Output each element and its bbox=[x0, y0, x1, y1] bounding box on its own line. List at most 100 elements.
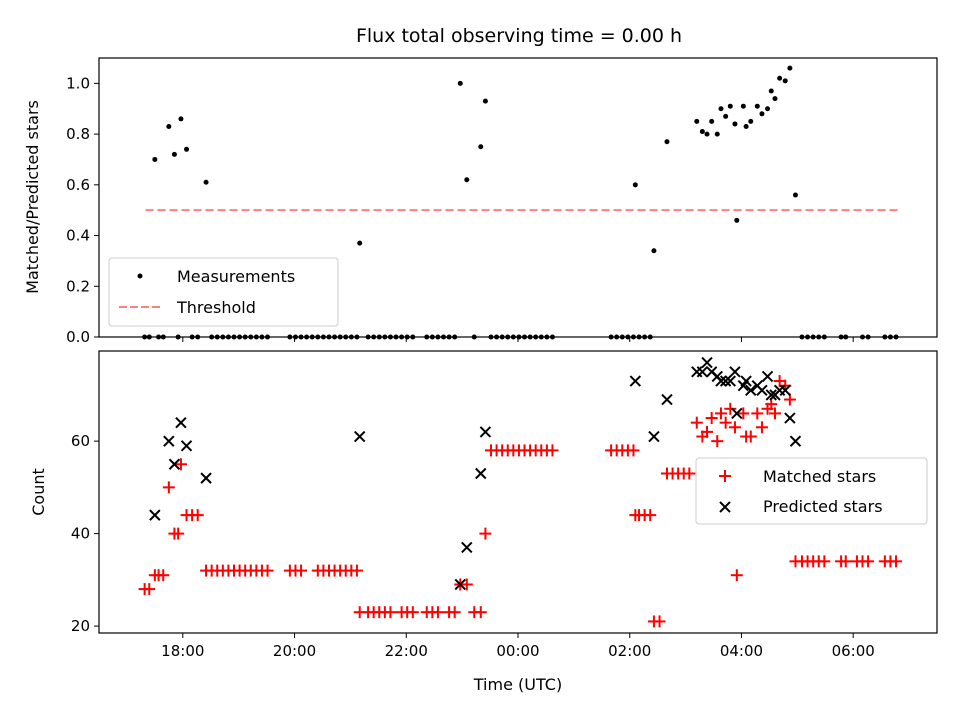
matched-star-point bbox=[728, 421, 741, 434]
y-tick-label: 0.2 bbox=[66, 277, 90, 295]
matched-star-point bbox=[683, 467, 696, 480]
matched-star-point bbox=[479, 527, 492, 540]
predicted-star-point bbox=[149, 509, 161, 521]
matched-star-point bbox=[191, 509, 204, 522]
predicted-star-point bbox=[163, 435, 175, 447]
measurement-point bbox=[699, 129, 705, 135]
predicted-star-point bbox=[779, 384, 791, 397]
measurement-point bbox=[709, 118, 715, 124]
matched-star-point bbox=[143, 583, 156, 596]
measurement-point bbox=[464, 177, 470, 183]
measurement-point bbox=[754, 103, 760, 109]
matched-star-point bbox=[705, 412, 718, 425]
measurement-point bbox=[171, 151, 177, 157]
bottom-panel-axes: 18:00 20:00 22:00 00:00 02:00 04:00 06:00 20 40 6… bbox=[71, 432, 875, 660]
predicted-star-point bbox=[629, 375, 642, 387]
measurement-point bbox=[740, 103, 746, 109]
predicted-star-point bbox=[729, 366, 741, 378]
legend-measurements-label: Measurements bbox=[177, 267, 295, 286]
top-panel: 0.0 0.2 0.4 0.6 0.8 1.0 Matched/Predicted sta… bbox=[23, 57, 938, 346]
measurement-point bbox=[478, 144, 484, 150]
predicted-star-point bbox=[648, 430, 660, 443]
legend-matched-label: Matched stars bbox=[763, 467, 876, 486]
matched-star-point bbox=[460, 578, 473, 591]
bottom-y-axis-label: Count bbox=[29, 468, 48, 516]
measurement-point bbox=[772, 96, 778, 102]
matched-star-point bbox=[653, 615, 666, 628]
x-axis-label: Time (UTC) bbox=[473, 675, 562, 694]
legend-matched-marker bbox=[719, 470, 731, 482]
matched-star-point bbox=[711, 435, 724, 448]
predicted-star-point bbox=[784, 412, 796, 424]
measurement-point bbox=[723, 113, 729, 119]
predicted-star-point bbox=[765, 389, 777, 401]
measurement-point bbox=[694, 118, 700, 124]
measurement-point bbox=[178, 116, 184, 122]
measurement-point bbox=[777, 75, 783, 81]
matched-star-point bbox=[384, 606, 397, 619]
legend-predicted-marker bbox=[719, 501, 731, 513]
matched-star-point bbox=[172, 527, 185, 540]
matched-star-point bbox=[818, 555, 831, 568]
measurement-point bbox=[787, 65, 793, 71]
measurement-point bbox=[714, 131, 720, 137]
predicted-star-point bbox=[479, 426, 492, 438]
matched-star-point bbox=[431, 606, 444, 619]
predicted-star-point bbox=[175, 416, 187, 429]
predicted-star-point bbox=[461, 541, 473, 554]
matched-star-point bbox=[724, 402, 737, 415]
x-tick-label: 06:00 bbox=[832, 642, 875, 660]
measurement-point bbox=[768, 88, 774, 94]
matched-star-point bbox=[751, 407, 764, 420]
measurement-point bbox=[782, 78, 788, 84]
predicted-star-point bbox=[745, 384, 757, 397]
y-tick-label: 60 bbox=[71, 432, 90, 450]
matched-star-point bbox=[714, 407, 727, 420]
predicted-star-point bbox=[200, 472, 212, 484]
predicted-star-point bbox=[701, 356, 713, 369]
y-tick-label: 1.0 bbox=[66, 74, 90, 92]
predicted-star-point bbox=[661, 393, 673, 406]
x-tick-label: 00:00 bbox=[496, 642, 539, 660]
legend-threshold-label: Threshold bbox=[176, 298, 256, 317]
predicted-star-point bbox=[696, 366, 709, 378]
measurement-point bbox=[743, 123, 749, 129]
measurement-point bbox=[357, 240, 363, 246]
measurement-point bbox=[734, 217, 740, 223]
chart-title: Flux total observing time = 0.00 h bbox=[356, 25, 682, 47]
measurement-point bbox=[166, 123, 172, 129]
bottom-panel: 18:00 20:00 22:00 00:00 02:00 04:00 06:00 20 40 6… bbox=[29, 350, 938, 694]
matched-star-point bbox=[546, 444, 559, 457]
measurement-point bbox=[748, 118, 754, 124]
matched-star-point bbox=[730, 569, 743, 582]
matched-star-point bbox=[690, 416, 703, 429]
measurement-point bbox=[765, 106, 771, 112]
matched-star-point bbox=[701, 425, 714, 438]
y-tick-label: 40 bbox=[71, 525, 90, 543]
x-tick-label: 22:00 bbox=[385, 642, 428, 660]
y-tick-label: 0.8 bbox=[66, 125, 90, 143]
matched-star-point bbox=[839, 555, 852, 568]
predicted-star-point bbox=[354, 430, 366, 443]
predicted-star-point bbox=[168, 458, 181, 470]
matched-star-point bbox=[744, 430, 757, 443]
measurement-point bbox=[184, 146, 190, 152]
matched-star-point bbox=[862, 555, 875, 568]
matched-star-point bbox=[644, 509, 657, 522]
measurement-point bbox=[704, 131, 710, 137]
matched-star-point bbox=[755, 421, 768, 434]
predicted-star-point bbox=[475, 467, 487, 480]
measurement-point bbox=[651, 248, 657, 254]
matched-star-point bbox=[162, 481, 175, 494]
matched-star-point bbox=[448, 606, 461, 619]
measurement-point bbox=[457, 80, 463, 86]
matched-star-point bbox=[157, 569, 170, 582]
predicted-star-point bbox=[740, 375, 752, 387]
top-legend-box bbox=[108, 257, 339, 327]
measurement-point bbox=[482, 98, 488, 104]
legend-measurements-marker bbox=[137, 273, 143, 279]
predicted-star-point bbox=[715, 375, 727, 387]
matched-star-point bbox=[406, 606, 419, 619]
matched-star-point bbox=[719, 416, 732, 429]
